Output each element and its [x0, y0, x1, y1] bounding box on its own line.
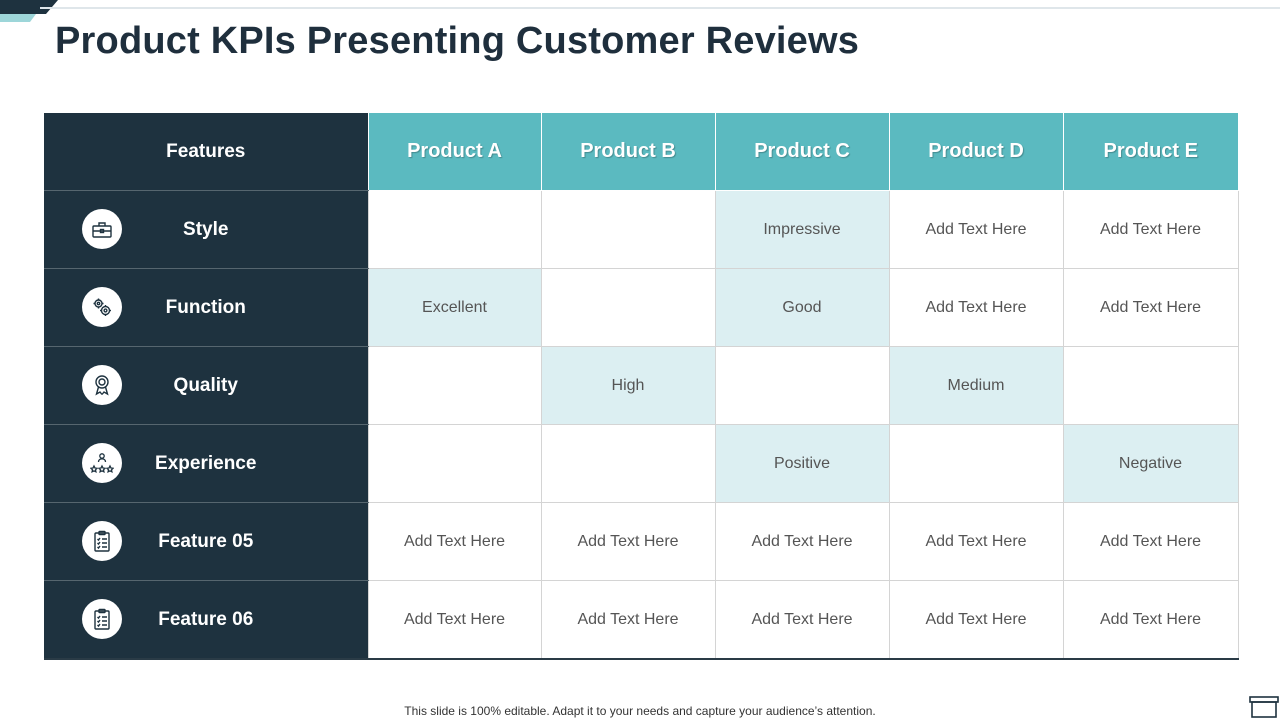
product-column-header: Product D: [888, 113, 1063, 191]
feature-cell-inner: Style: [44, 191, 368, 268]
product-column-header: Product A: [367, 113, 541, 191]
table-cell: Add Text Here: [714, 502, 890, 581]
feature-label: Function: [165, 296, 246, 318]
table-cell: Add Text Here: [714, 580, 890, 660]
top-divider-line: [40, 7, 1280, 9]
table-body: Style Impressive Add Text Here Add Text Her…: [44, 190, 1239, 660]
table-cell: Impressive: [714, 190, 890, 269]
product-column-header: Product B: [540, 113, 715, 191]
feature-cell: Quality: [44, 346, 368, 425]
table-cell: Add Text Here: [540, 502, 716, 581]
table-row: Experience Positive Negative: [44, 424, 1239, 503]
feature-label: Style: [183, 218, 229, 240]
page-title: Product KPIs Presenting Customer Reviews: [55, 20, 860, 62]
table-cell: Add Text Here: [1062, 190, 1239, 269]
table-cell: Add Text Here: [1062, 268, 1239, 347]
table-row: Function Excellent Good Add Text Here Add Te…: [44, 268, 1239, 347]
table-row: Feature 06 Add Text Here Add Text Here Add …: [44, 580, 1239, 660]
feature-cell: Feature 06: [44, 580, 368, 660]
feature-cell: Feature 05: [44, 502, 368, 581]
table-cell: Excellent: [367, 268, 542, 347]
table-cell: Medium: [888, 346, 1064, 425]
table-row: Quality High Medium: [44, 346, 1239, 425]
feature-cell: Experience: [44, 424, 368, 503]
kpi-table: Features Product A Product B Product C P…: [44, 113, 1239, 660]
table-cell: [1062, 346, 1239, 425]
corner-decoration: [0, 0, 58, 22]
table-cell: Positive: [714, 424, 890, 503]
table-cell: [540, 190, 716, 269]
table-cell: [714, 346, 890, 425]
table-cell: Add Text Here: [888, 190, 1064, 269]
table-cell: Negative: [1062, 424, 1239, 503]
feature-cell: Style: [44, 190, 368, 269]
table-cell: Add Text Here: [888, 580, 1064, 660]
award-ribbon-icon: [82, 365, 122, 405]
table-cell: Add Text Here: [1062, 502, 1239, 581]
feature-label: Feature 05: [158, 530, 254, 552]
table-row: Style Impressive Add Text Here Add Text Her…: [44, 190, 1239, 269]
table-cell: [367, 424, 542, 503]
table-cell: [540, 424, 716, 503]
footer-note: This slide is 100% editable. Adapt it to…: [0, 704, 1280, 718]
features-column-header: Features: [44, 113, 368, 191]
feature-cell-inner: Quality: [44, 347, 368, 424]
feature-cell: Function: [44, 268, 368, 347]
checklist-icon: [82, 599, 122, 639]
feature-label: Quality: [173, 374, 238, 396]
table-cell: Add Text Here: [367, 580, 542, 660]
table-cell: Add Text Here: [888, 502, 1064, 581]
table-cell: Add Text Here: [540, 580, 716, 660]
slide-box-icon: [1249, 696, 1279, 718]
table-cell: High: [540, 346, 716, 425]
feature-cell-inner: Experience: [44, 425, 368, 502]
table-cell: Add Text Here: [1062, 580, 1239, 660]
gears-icon: [82, 287, 122, 327]
feature-label: Experience: [155, 452, 257, 474]
table-cell: [367, 346, 542, 425]
product-column-header: Product C: [714, 113, 889, 191]
star-people-icon: [82, 443, 122, 483]
table-cell: [540, 268, 716, 347]
table-cell: Good: [714, 268, 890, 347]
product-column-header: Product E: [1062, 113, 1238, 191]
table-cell: [367, 190, 542, 269]
table-row: Feature 05 Add Text Here Add Text Here Add …: [44, 502, 1239, 581]
kpi-table-container: Features Product A Product B Product C P…: [44, 113, 1239, 660]
checklist-icon: [82, 521, 122, 561]
feature-cell-inner: Function: [44, 269, 368, 346]
table-cell: Add Text Here: [367, 502, 542, 581]
table-cell: [888, 424, 1064, 503]
table-cell: Add Text Here: [888, 268, 1064, 347]
feature-cell-inner: Feature 05: [44, 503, 368, 580]
feature-label: Feature 06: [158, 608, 254, 630]
feature-cell-inner: Feature 06: [44, 581, 368, 658]
toolbox-icon: [82, 209, 122, 249]
table-header-row: Features Product A Product B Product C P…: [44, 113, 1238, 191]
footer-text: This slide is 100% editable. Adapt it to…: [404, 704, 876, 718]
